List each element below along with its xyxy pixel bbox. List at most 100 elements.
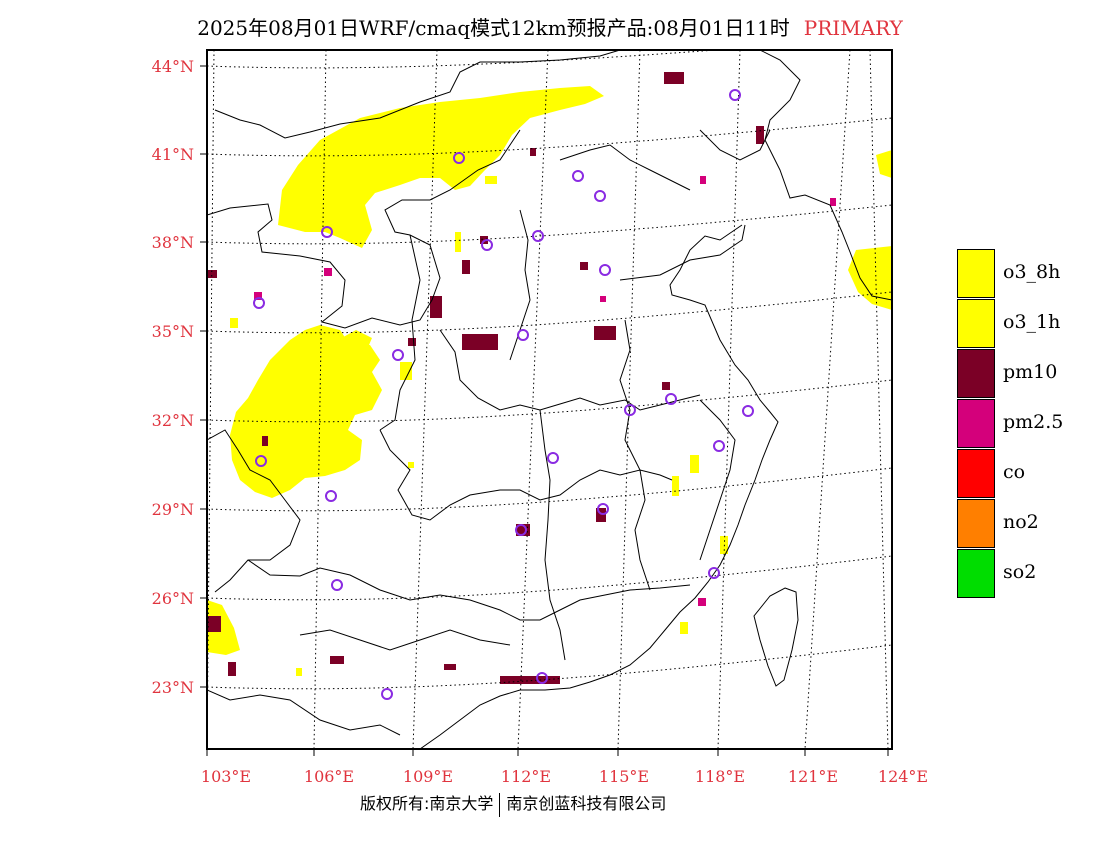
legend-label: co (1003, 461, 1026, 483)
province-line (699, 129, 771, 161)
lat-label: 29°N (152, 500, 194, 519)
ticks (200, 65, 889, 756)
station-marker (713, 440, 725, 452)
lat-label: 23°N (152, 678, 194, 697)
station-marker (665, 393, 677, 405)
lon-label: 115°E (599, 767, 649, 786)
lat-label: 26°N (152, 589, 194, 608)
province-line (699, 399, 736, 561)
o3-area-east-ne (876, 150, 892, 178)
copyright-footer: 版权所有:南京大学 南京创蓝科技有限公司 (360, 790, 666, 817)
coastline (759, 50, 892, 301)
meridian-115e (617, 50, 641, 749)
footer-right: 南京创蓝科技有限公司 (506, 794, 667, 813)
lon-label: 106°E (304, 767, 354, 786)
lat-labels: 44°N 41°N 38°N 35°N 32°N 29°N 26°N 23°N (152, 57, 194, 697)
meridian-121e (804, 50, 851, 749)
boundaries (207, 50, 892, 749)
pm25-spot (700, 176, 706, 184)
legend-label: no2 (1003, 511, 1039, 533)
lon-label: 124°E (878, 767, 928, 786)
taiwan-outline (753, 587, 799, 687)
o3-patch (690, 455, 699, 473)
parallel-35n (207, 291, 892, 334)
station-marker (255, 455, 267, 467)
o3-area-north (278, 86, 604, 248)
lat-label: 38°N (152, 233, 194, 252)
pm10-spot (756, 126, 764, 144)
province-line (619, 224, 746, 281)
map-title: 2025年08月01日WRF/cmaq模式12km预报产品:08月01日11时 P… (0, 12, 1100, 41)
o3-patch (296, 668, 302, 676)
station-marker (532, 230, 544, 242)
map-frame (206, 49, 893, 750)
lon-label: 121°E (788, 767, 838, 786)
station-marker (536, 672, 548, 684)
station-marker (597, 503, 609, 515)
graticule (207, 50, 892, 749)
o3-area-east-coast (848, 246, 892, 310)
province-line (247, 559, 691, 621)
o3-patch (408, 462, 414, 468)
pm10-spot (580, 262, 588, 270)
station-marker (321, 226, 333, 238)
title-main: 2025年08月01日WRF/cmaq模式12km预报产品:08月01日11时 (197, 16, 790, 40)
pm25-spot (324, 268, 332, 276)
lon-label: 109°E (403, 767, 453, 786)
province-line (207, 689, 401, 736)
pm10-spot (430, 296, 442, 318)
stations (253, 89, 754, 700)
o3-patch (400, 362, 412, 380)
station-marker (325, 490, 337, 502)
station-marker (547, 452, 559, 464)
footer-left: 版权所有:南京大学 (360, 794, 494, 813)
pm25-spot (600, 296, 606, 302)
station-marker (599, 264, 611, 276)
lat-label: 44°N (152, 57, 194, 76)
station-marker (594, 190, 606, 202)
station-marker (572, 170, 584, 182)
footer-divider (499, 792, 501, 817)
station-marker (392, 349, 404, 361)
legend-swatch (957, 349, 995, 398)
parallel-41n (207, 117, 892, 157)
o3-patch (230, 318, 238, 328)
station-marker (729, 89, 741, 101)
pm10-spot (596, 508, 606, 522)
legend-swatch (957, 449, 995, 498)
legend-label: o3_8h (1003, 261, 1061, 283)
station-marker (253, 297, 265, 309)
border-north (214, 50, 621, 139)
pm10-spot (664, 72, 684, 84)
lon-label: 118°E (695, 767, 745, 786)
pm10-spot (262, 436, 268, 446)
station-marker (624, 404, 636, 416)
pm10-spot (500, 676, 560, 684)
province-line (559, 144, 691, 191)
coastline-east (419, 224, 779, 749)
pm10-spot (207, 270, 217, 278)
parallel-32n (207, 379, 892, 423)
pm10-spot (444, 664, 456, 670)
station-marker (708, 567, 720, 579)
province-line (439, 329, 701, 411)
pm10-spot (228, 662, 236, 676)
pm10-spot (594, 326, 616, 340)
legend-label: so2 (1003, 561, 1037, 583)
station-marker (515, 524, 527, 536)
pm10-spot (530, 148, 536, 156)
legend-swatch (957, 549, 995, 598)
province-line (207, 429, 301, 593)
pm10-spot (408, 338, 416, 346)
o3-areas (207, 86, 892, 676)
province-line (207, 129, 521, 329)
station-marker (517, 329, 529, 341)
station-marker (331, 579, 343, 591)
legend-label: pm2.5 (1003, 411, 1064, 433)
pm25-spot (254, 292, 262, 300)
title-tag: PRIMARY (803, 16, 903, 40)
lon-label: 112°E (501, 767, 551, 786)
province-line (619, 319, 651, 591)
legend-label: o3_1h (1003, 311, 1061, 333)
